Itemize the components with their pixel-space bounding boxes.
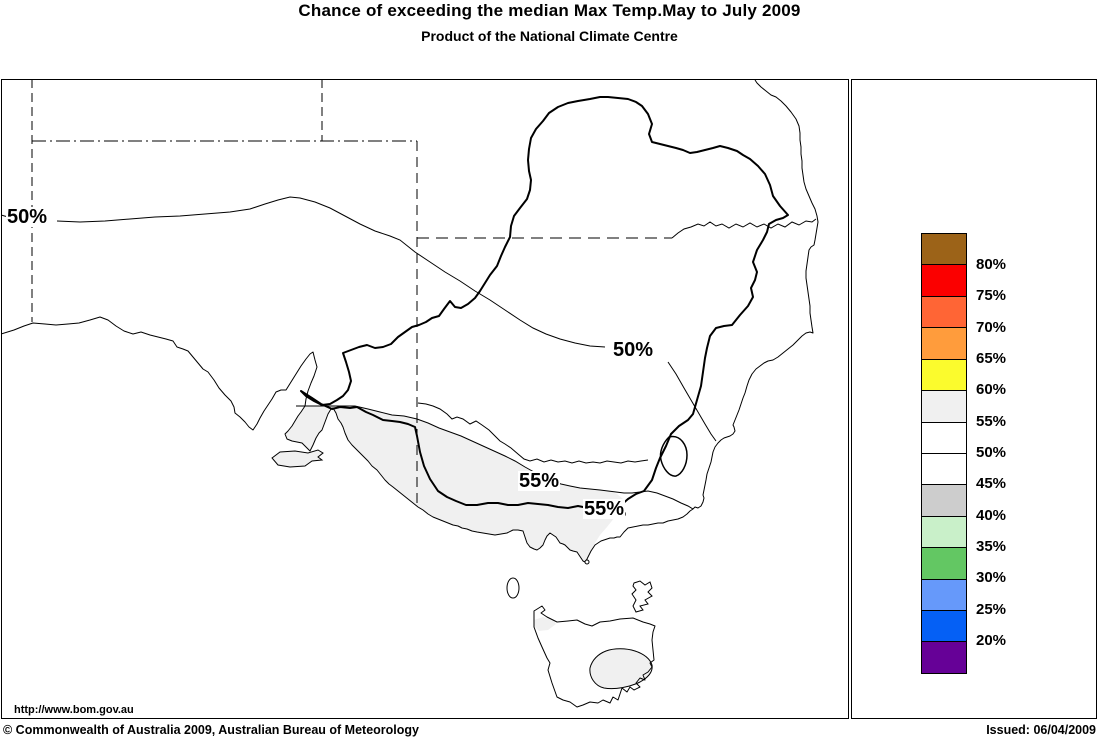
coastline-mainland — [1, 79, 819, 563]
shaded-region-kangaroo-island — [271, 449, 324, 468]
state-border-qld-nsw-river — [671, 218, 817, 239]
legend-swatch — [922, 516, 966, 549]
shaded-region-southeast — [285, 406, 623, 562]
legend-label: 50% — [976, 444, 1007, 461]
legend-label: 80% — [976, 255, 1007, 273]
legend-swatch — [922, 359, 966, 392]
legend-swatch — [922, 642, 966, 673]
legend-label: 65% — [976, 349, 1007, 367]
contour-label-50-west: 50% — [6, 206, 49, 228]
act-border — [659, 435, 688, 477]
legend-label: 45% — [976, 475, 1007, 493]
state-border-nsw-vic-murray — [417, 402, 649, 464]
flinders-island — [631, 580, 653, 613]
map-frame — [1, 79, 849, 719]
legend-swatch — [922, 485, 966, 517]
contour-label-55-east: 55% — [583, 498, 626, 520]
legend-labels: 80% 75% 70% 65% 60% 55% 50% 45% 40% 35% 30% 25% 20% — [976, 233, 1036, 672]
king-island — [506, 577, 520, 599]
bom-url: http://www.bom.gov.au — [14, 704, 134, 716]
shaded-region-tasmania — [589, 648, 653, 690]
legend-swatch — [922, 265, 966, 297]
legend-swatch — [922, 328, 966, 360]
legend-swatch — [922, 548, 966, 580]
legend-swatch — [922, 234, 966, 266]
legend-label: 30% — [976, 569, 1007, 587]
legend-swatches — [921, 233, 967, 674]
legend-label: 75% — [976, 287, 1007, 305]
legend-label: 25% — [976, 600, 1007, 618]
legend-frame — [851, 79, 1097, 719]
contour-label-55-west: 55% — [518, 470, 561, 492]
page-subtitle: Product of the National Climate Centre — [421, 28, 678, 44]
legend-swatch — [922, 422, 966, 454]
shaded-region-tasmania-nw — [534, 617, 556, 631]
legend-swatch — [922, 579, 966, 612]
legend-label: 60% — [976, 381, 1007, 399]
legend-label: 40% — [976, 506, 1007, 524]
legend-label: 70% — [976, 318, 1007, 336]
legend-label: 35% — [976, 538, 1007, 556]
legend-label: 20% — [976, 632, 1007, 650]
map-canvas — [1, 79, 819, 708]
legend-swatch — [922, 611, 966, 643]
contour-50 — [56, 196, 717, 442]
contour-label-50-east: 50% — [612, 339, 655, 361]
legend-label: 55% — [976, 412, 1007, 430]
legend-swatch — [922, 391, 966, 423]
copyright-text: © Commonwealth of Australia 2009, Austra… — [3, 723, 419, 737]
legend-swatch — [922, 296, 966, 329]
small-island-bass-strait — [584, 559, 590, 565]
page-title: Chance of exceeding the median Max Temp.… — [298, 1, 801, 20]
issued-date: Issued: 06/04/2009 — [986, 723, 1096, 737]
basin-boundary — [300, 96, 789, 513]
coastline-tasmania — [533, 605, 656, 708]
legend-swatch — [922, 453, 966, 486]
